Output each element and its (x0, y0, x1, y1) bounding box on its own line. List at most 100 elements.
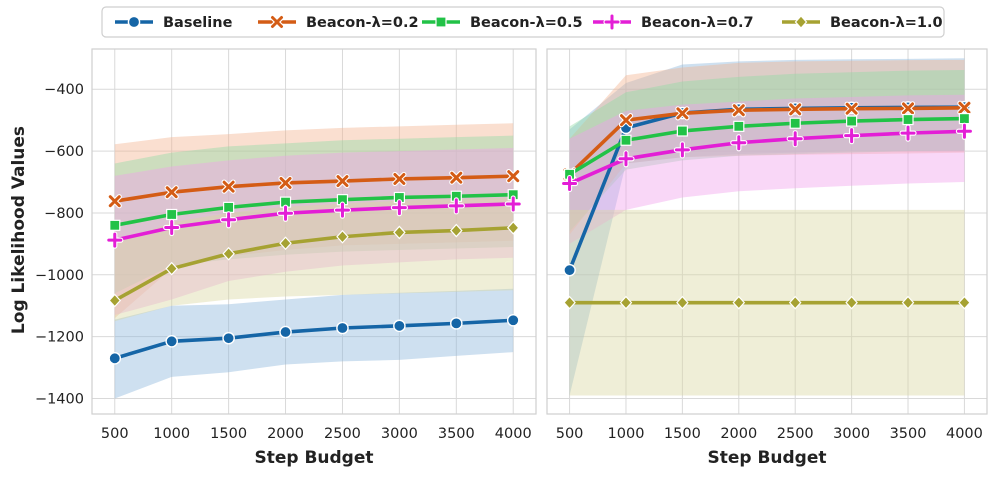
data-point-beacon-0-7 (163, 218, 181, 237)
data-point-baseline (450, 317, 463, 330)
series-line-beacon-0-5 (114, 192, 514, 228)
data-point-beacon-1-0 (393, 225, 406, 240)
data-point-baseline (563, 263, 576, 277)
data-point-beacon-0-5 (846, 115, 858, 127)
data-point-beacon-0-5 (958, 112, 971, 125)
x-tick-label: 3000 (381, 426, 418, 442)
data-point-baseline (222, 331, 235, 345)
series-beacon-0-7 (106, 195, 522, 249)
data-point-beacon-0-2 (618, 113, 634, 128)
series-beacon-0-5 (109, 189, 519, 231)
band-baseline (114, 288, 514, 399)
data-point-baseline (108, 352, 122, 365)
data-point-baseline (506, 313, 520, 327)
data-point-baseline (393, 319, 406, 333)
y-tick-label: −1400 (35, 392, 84, 408)
data-point-beacon-0-5 (223, 201, 235, 213)
right-panel: 500 1000 1500 2000 2500 3000 3500 4000 Step Budg… (546, 48, 988, 468)
legend-item-beacon-0-2: Beacon-λ=0.2 (258, 14, 419, 31)
data-point-beacon-0-2 (221, 179, 236, 194)
series-line-beacon-0-7 (568, 129, 965, 186)
data-point-beacon-0-7 (786, 130, 804, 148)
legend-item-beacon-1-0: Beacon-λ=1.0 (782, 15, 943, 31)
x-tick-label: 4000 (495, 426, 532, 442)
band-beacon-0-2 (569, 59, 965, 235)
series-beacon-0-2 (107, 169, 521, 209)
x-axis-label: Step Budget (707, 448, 826, 468)
data-point-beacon-0-7 (276, 204, 295, 222)
data-point-beacon-0-7 (673, 141, 691, 159)
data-point-beacon-0-2 (107, 194, 122, 209)
left-panel: 500 1000 1500 2000 2500 3000 3500 4000 −1400 −120… (35, 48, 537, 468)
data-point-beacon-1-0 (845, 295, 858, 310)
grid (547, 49, 987, 414)
legend-item-beacon-0-5: Beacon-λ=0.5 (422, 15, 583, 31)
x-tick-label: 2000 (720, 426, 757, 442)
x-tick-label: 1000 (153, 426, 190, 442)
data-point-beacon-1-0 (108, 293, 122, 308)
series-line-beacon-0-2 (114, 174, 514, 203)
data-point-beacon-1-0 (732, 295, 746, 310)
legend-marker-beacon-0-5 (435, 16, 447, 28)
legend-label-beacon-0-7: Beacon-λ=0.7 (641, 15, 754, 31)
series-beacon-1-0 (108, 220, 520, 308)
legend-item-beacon-0-7: Beacon-λ=0.7 (593, 13, 754, 31)
data-point-beacon-1-0 (676, 295, 689, 310)
data-point-beacon-0-7 (617, 150, 635, 168)
x-tick-label: 3000 (833, 426, 870, 442)
band-baseline (569, 58, 965, 396)
data-point-beacon-0-2 (278, 175, 293, 191)
x-axis-label: Step Budget (254, 448, 373, 468)
x-tick-label: 500 (556, 426, 584, 442)
data-point-beacon-0-7 (843, 127, 861, 145)
legend-label-beacon-0-2: Beacon-λ=0.2 (306, 15, 419, 31)
data-point-beacon-0-7 (390, 199, 408, 217)
data-point-beacon-0-2 (900, 101, 916, 116)
data-point-baseline (336, 321, 349, 335)
data-point-beacon-0-5 (166, 208, 178, 221)
data-point-beacon-1-0 (449, 223, 463, 238)
y-tick-label: −400 (44, 82, 84, 98)
data-point-baseline (165, 335, 178, 348)
y-tick-label: −1000 (35, 268, 84, 284)
legend-item-baseline: Baseline (115, 15, 233, 31)
legend-label-beacon-0-5: Beacon-λ=0.5 (470, 15, 583, 31)
data-point-beacon-0-5 (789, 117, 801, 129)
data-point-beacon-1-0 (619, 295, 633, 310)
data-point-beacon-0-7 (955, 122, 974, 140)
confidence-bands (114, 123, 514, 399)
legend-marker-beacon-1-0 (794, 15, 808, 29)
x-tick-label: 1500 (664, 426, 701, 442)
data-point-beacon-1-0 (279, 236, 292, 251)
x-tick-label: 3500 (890, 426, 927, 442)
band-beacon-0-2 (114, 123, 514, 319)
data-point-beacon-1-0 (222, 246, 235, 261)
x-tick-label: 2500 (777, 426, 814, 442)
x-tick-label: 3500 (438, 426, 475, 442)
series-line-beacon-0-2 (568, 105, 965, 176)
data-point-beacon-0-2 (392, 171, 407, 187)
x-tick-label: 2000 (267, 426, 304, 442)
legend-marker-baseline (127, 15, 141, 29)
data-point-beacon-0-5 (902, 113, 914, 126)
data-point-beacon-0-2 (957, 100, 972, 115)
series-beacon-0-7 (560, 122, 974, 193)
data-point-beacon-0-7 (106, 231, 124, 249)
legend-frame (101, 6, 945, 38)
legend-label-baseline: Baseline (163, 15, 233, 31)
data-point-beacon-0-2 (164, 185, 179, 200)
data-point-beacon-0-5 (620, 134, 632, 146)
x-tick-label: 4000 (946, 426, 983, 442)
data-point-beacon-0-2 (506, 169, 521, 184)
y-tick-label: −800 (44, 206, 84, 222)
y-axis-label: Log Likelihood Values (9, 126, 29, 334)
plot-frame (546, 48, 988, 415)
data-point-beacon-0-7 (220, 211, 238, 229)
data-point-beacon-1-0 (788, 295, 802, 310)
data-point-beacon-1-0 (336, 229, 349, 244)
series-beacon-1-0 (563, 295, 971, 310)
series-line-beacon-0-7 (114, 202, 514, 242)
data-point-beacon-0-7 (447, 197, 465, 215)
legend-marker-beacon-0-7 (603, 13, 621, 31)
